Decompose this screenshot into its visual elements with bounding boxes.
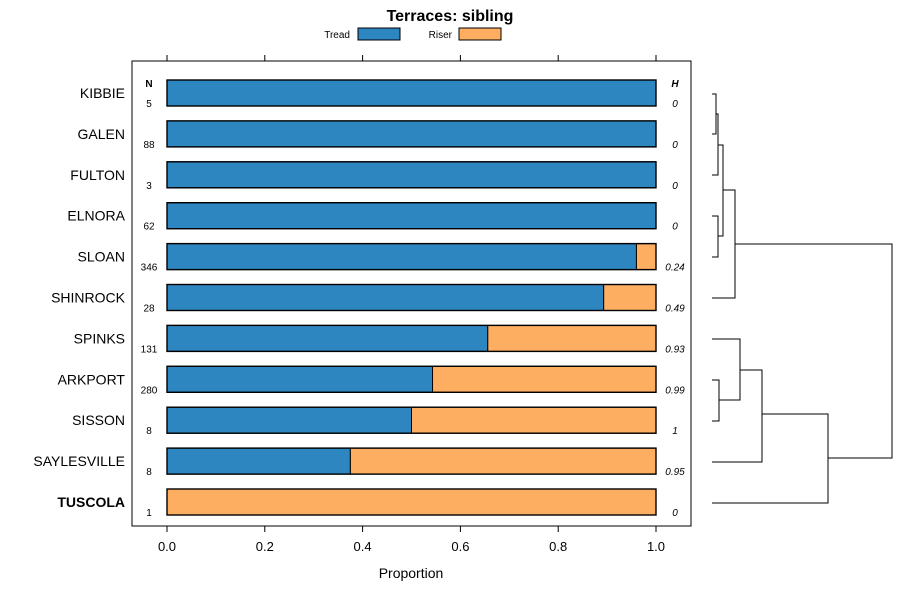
bar-outline-tuscola xyxy=(166,488,657,516)
h-label-fulton: 0 xyxy=(672,181,678,192)
category-label-galen: GALEN xyxy=(78,126,125,142)
bar-tread-fulton xyxy=(166,161,657,189)
n-label-saylesville: 8 xyxy=(146,467,152,478)
category-label-tuscola: TUSCOLA xyxy=(57,494,125,510)
dendrogram-branch-6 xyxy=(712,379,720,422)
h-label-elnora: 0 xyxy=(672,222,678,233)
x-axis: 0.0 0.2 0.4 0.6 0.8 1.0 xyxy=(158,55,665,554)
dendrogram-branch-7 xyxy=(712,338,741,401)
x-tick-label: 0.2 xyxy=(256,539,274,554)
dendrogram xyxy=(712,93,893,504)
category-label-elnora: ELNORA xyxy=(67,208,125,224)
n-label-sloan: 346 xyxy=(141,263,158,274)
n-label-sisson: 8 xyxy=(146,426,152,437)
bar-tread-elnora xyxy=(166,202,657,230)
x-tick-label: 0.4 xyxy=(354,539,372,554)
bar-riser-arkport xyxy=(432,365,657,393)
bar-outline-sisson xyxy=(166,406,657,434)
legend-label-tread: Tread xyxy=(324,30,350,41)
n-label-galen: 88 xyxy=(143,140,155,151)
h-label-tuscola: 0 xyxy=(672,508,678,519)
bar-tread-arkport xyxy=(166,365,434,393)
bar-riser-saylesville xyxy=(349,447,657,475)
h-label-spinks: 0.93 xyxy=(665,344,685,355)
h-label-galen: 0 xyxy=(672,140,678,151)
n-label-tuscola: 1 xyxy=(146,508,152,519)
bar-tread-shinrock xyxy=(166,284,605,311)
x-axis-title: Proportion xyxy=(379,565,444,581)
category-label-fulton: FULTON xyxy=(70,167,125,183)
bar-outline-saylesville xyxy=(166,447,657,475)
bar-riser-sloan xyxy=(635,243,657,271)
h-label-saylesville: 0.95 xyxy=(665,467,685,478)
bar-tread-sloan xyxy=(166,243,637,271)
x-tick-label: 0.6 xyxy=(451,539,469,554)
bar-outline-fulton xyxy=(166,161,657,189)
bar-riser-tuscola xyxy=(166,488,657,516)
dendrogram-branch-4 xyxy=(718,144,724,237)
n-label-shinrock: 28 xyxy=(143,304,155,315)
category-label-spinks: SPINKS xyxy=(74,330,125,346)
bar-riser-shinrock xyxy=(603,284,657,311)
category-label-sisson: SISSON xyxy=(72,412,125,428)
h-label-arkport: 0.99 xyxy=(665,385,685,396)
x-tick-label: 0.0 xyxy=(158,539,176,554)
bar-outline-shinrock xyxy=(166,283,657,312)
bar-tread-spinks xyxy=(166,324,489,352)
x-tick-label: 1.0 xyxy=(647,539,665,554)
legend-swatch-tread xyxy=(357,27,401,41)
h-header: H xyxy=(671,79,679,90)
dendrogram-branch-10 xyxy=(735,243,893,459)
dendrogram-branch-2 xyxy=(712,113,719,176)
h-label-kibbie: 0 xyxy=(672,99,678,110)
n-label-elnora: 62 xyxy=(143,222,155,233)
bar-riser-spinks xyxy=(487,324,657,352)
category-label-sloan: SLOAN xyxy=(78,249,125,265)
n-label-arkport: 280 xyxy=(141,385,158,396)
category-label-saylesville: SAYLESVILLE xyxy=(33,453,125,469)
h-label-sisson: 1 xyxy=(672,426,678,437)
legend: Tread Riser xyxy=(324,27,502,41)
n-header: N xyxy=(145,79,152,90)
h-label-shinrock: 0.49 xyxy=(665,304,685,315)
dendrogram-branch-9 xyxy=(712,413,829,504)
bar-tread-kibbie xyxy=(166,79,657,107)
bar-outline-elnora xyxy=(166,201,657,230)
dendrogram-branch-3 xyxy=(712,215,719,258)
legend-swatch-riser xyxy=(458,27,502,41)
chart-title: Terraces: sibling xyxy=(387,8,514,25)
bar-riser-sisson xyxy=(411,406,657,434)
h-label-sloan: 0.24 xyxy=(665,263,685,274)
category-label-kibbie: KIBBIE xyxy=(80,85,125,101)
bars-group xyxy=(166,79,657,516)
bar-outline-arkport xyxy=(166,365,657,393)
legend-label-riser: Riser xyxy=(429,30,453,41)
n-label-spinks: 131 xyxy=(141,344,158,355)
bar-outline-galen xyxy=(166,120,657,148)
bar-outline-spinks xyxy=(166,324,657,353)
dendrogram-branch-8 xyxy=(712,369,763,463)
plot-frame xyxy=(131,60,692,527)
bar-tread-saylesville xyxy=(166,447,351,475)
bar-outline-kibbie xyxy=(166,79,657,107)
bar-tread-sisson xyxy=(166,406,412,434)
bar-tread-galen xyxy=(166,120,657,148)
dendrogram-branch-1 xyxy=(712,93,717,135)
category-label-shinrock: SHINROCK xyxy=(51,290,126,306)
bar-outline-sloan xyxy=(166,242,657,271)
n-label-fulton: 3 xyxy=(146,181,152,192)
x-tick-label: 0.8 xyxy=(549,539,567,554)
n-label-kibbie: 5 xyxy=(146,99,152,110)
category-label-arkport: ARKPORT xyxy=(58,371,126,387)
